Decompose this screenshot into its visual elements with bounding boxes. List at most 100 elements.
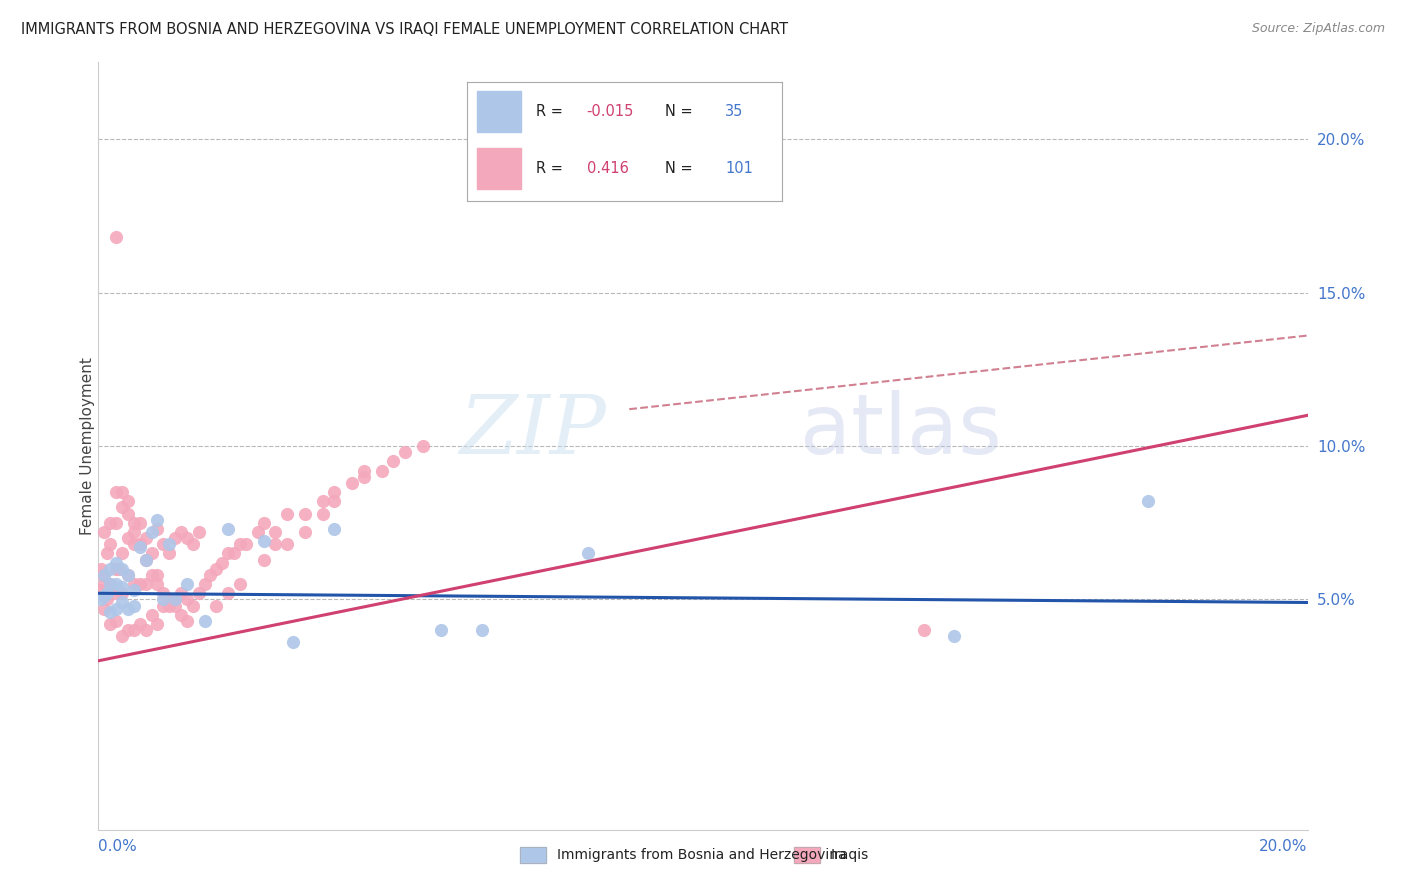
Point: [141, 607, 163, 622]
Point: [187, 586, 209, 600]
Point: [128, 541, 150, 555]
Bar: [520, 847, 546, 863]
Point: [211, 556, 233, 570]
Point: [394, 445, 416, 459]
Point: [122, 516, 145, 530]
Point: [105, 516, 128, 530]
Point: [90, 562, 112, 576]
Point: [128, 617, 150, 632]
Point: [117, 567, 139, 582]
Point: [135, 531, 157, 545]
Point: [98, 516, 121, 530]
Point: [576, 546, 599, 560]
Point: [152, 592, 174, 607]
Point: [111, 546, 134, 560]
Point: [122, 583, 145, 598]
Point: [98, 617, 121, 632]
Point: [294, 507, 316, 521]
Point: [98, 577, 121, 591]
Text: Iraqis: Iraqis: [831, 848, 869, 863]
Point: [96, 546, 118, 560]
Point: [152, 586, 174, 600]
Point: [152, 599, 174, 613]
Point: [93, 577, 115, 591]
Point: [157, 546, 180, 560]
Point: [353, 464, 375, 478]
Point: [181, 537, 204, 551]
Point: [105, 556, 128, 570]
Point: [170, 607, 193, 622]
Point: [205, 599, 228, 613]
Point: [412, 439, 434, 453]
Point: [141, 546, 163, 560]
Text: atlas: atlas: [800, 390, 1001, 471]
Point: [141, 567, 163, 582]
Point: [229, 537, 252, 551]
Text: Immigrants from Bosnia and Herzegovina: Immigrants from Bosnia and Herzegovina: [557, 848, 846, 863]
Point: [135, 552, 157, 566]
Point: [96, 592, 118, 607]
Point: [252, 516, 274, 530]
Point: [222, 546, 245, 560]
Point: [311, 494, 333, 508]
Point: [105, 586, 128, 600]
Point: [181, 599, 204, 613]
Point: [294, 524, 316, 539]
Point: [200, 567, 222, 582]
Y-axis label: Female Unemployment: Female Unemployment: [80, 357, 94, 535]
Point: [340, 475, 363, 490]
Point: [146, 522, 169, 536]
Point: [98, 537, 121, 551]
Point: [370, 464, 392, 478]
Point: [122, 623, 145, 637]
Point: [229, 577, 252, 591]
Point: [111, 586, 134, 600]
Point: [105, 601, 128, 615]
Point: [135, 552, 157, 566]
Point: [264, 524, 287, 539]
Point: [1137, 494, 1160, 508]
Point: [252, 534, 274, 549]
Point: [93, 590, 115, 604]
Point: [235, 537, 257, 551]
Point: [176, 577, 198, 591]
Point: [111, 629, 134, 643]
Point: [141, 524, 163, 539]
Point: [176, 592, 198, 607]
Text: Source: ZipAtlas.com: Source: ZipAtlas.com: [1251, 22, 1385, 36]
Point: [311, 507, 333, 521]
Point: [205, 562, 228, 576]
Point: [93, 601, 115, 615]
Point: [122, 599, 145, 613]
Point: [246, 524, 269, 539]
Point: [128, 516, 150, 530]
Point: [93, 567, 115, 582]
Point: [105, 614, 128, 628]
Point: [281, 635, 304, 649]
Point: [128, 537, 150, 551]
Point: [170, 524, 193, 539]
Point: [117, 507, 139, 521]
Point: [111, 485, 134, 500]
Point: [323, 494, 346, 508]
Point: [217, 586, 239, 600]
Bar: [520, 847, 546, 863]
Point: [111, 500, 134, 515]
Point: [90, 592, 112, 607]
Point: [157, 537, 180, 551]
Point: [117, 531, 139, 545]
Point: [353, 469, 375, 483]
Point: [98, 605, 121, 619]
Point: [471, 623, 494, 637]
Point: [194, 614, 217, 628]
Point: [117, 601, 139, 615]
Point: [111, 562, 134, 576]
Point: [429, 623, 451, 637]
Bar: [794, 847, 820, 863]
Point: [912, 623, 935, 637]
Point: [382, 454, 405, 468]
Point: [323, 485, 346, 500]
Point: [146, 617, 169, 632]
Point: [91, 567, 114, 582]
Point: [165, 531, 187, 545]
